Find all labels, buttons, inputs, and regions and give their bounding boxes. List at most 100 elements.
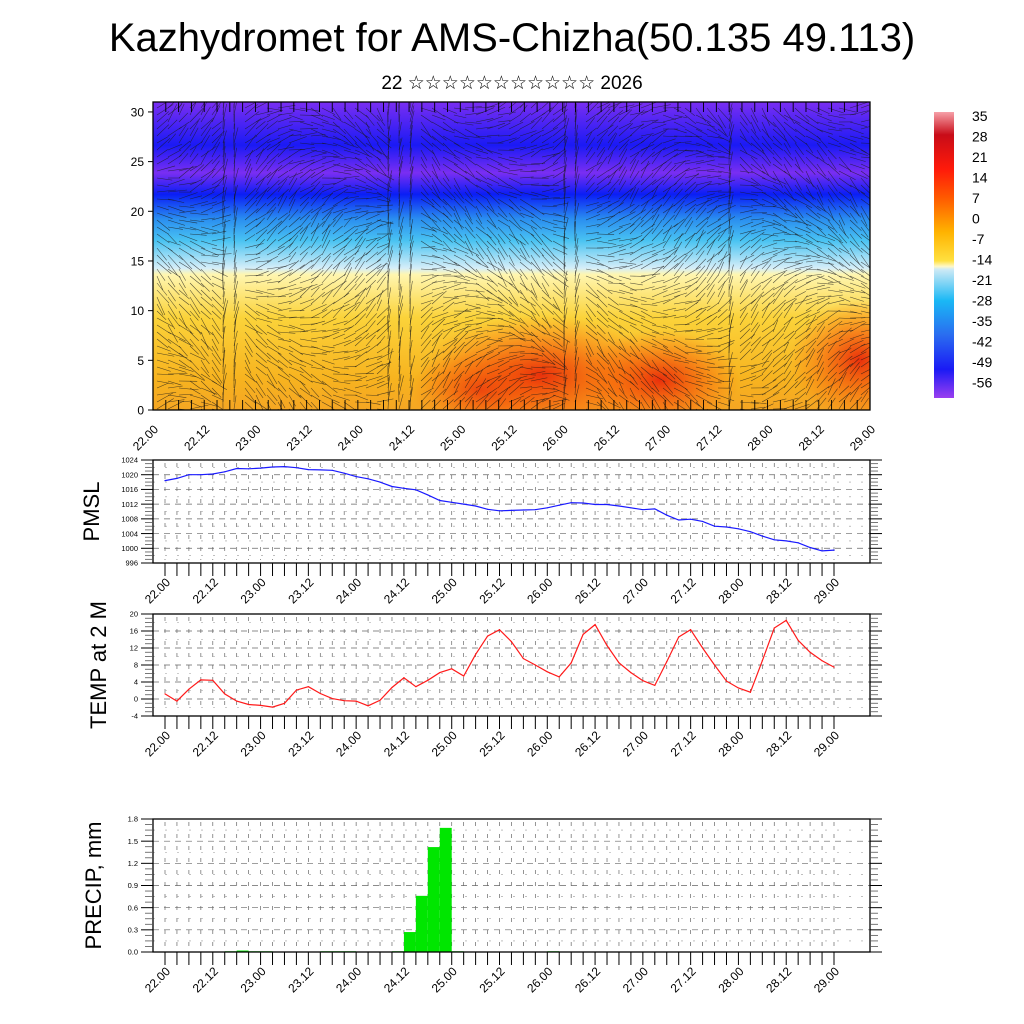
wind-vector xyxy=(585,168,594,179)
wind-vector xyxy=(640,352,652,368)
wind-vector xyxy=(497,377,508,389)
wind-vector xyxy=(442,261,460,267)
wind-vector xyxy=(178,233,198,242)
wind-vector xyxy=(178,393,193,396)
wind-vector xyxy=(585,324,598,336)
wind-vector xyxy=(662,331,675,336)
wind-vector xyxy=(255,148,264,165)
wind-vector xyxy=(299,264,314,277)
wind-vector xyxy=(750,198,763,206)
wind-vector xyxy=(211,206,230,214)
wind-vector xyxy=(486,275,499,287)
wind-vector xyxy=(255,172,272,186)
wind-vector xyxy=(475,353,488,368)
wind-vector xyxy=(475,379,490,389)
wind-vector xyxy=(354,212,369,221)
wind-vector xyxy=(607,408,610,410)
wind-vector xyxy=(343,256,355,270)
wind-vector xyxy=(596,103,611,116)
wind-vector xyxy=(387,347,390,361)
wind-vector xyxy=(541,107,554,123)
wind-vector xyxy=(288,186,301,200)
wind-vector xyxy=(222,187,227,207)
wind-vector xyxy=(365,223,383,235)
wind-vector xyxy=(552,233,570,239)
wind-vector xyxy=(365,380,385,389)
wind-vector xyxy=(156,391,177,396)
wind-vector xyxy=(849,247,860,265)
wind-vector xyxy=(739,229,756,235)
wind-vector xyxy=(684,252,694,263)
wind-vector xyxy=(662,164,677,179)
wind-vector xyxy=(277,255,291,263)
wind-vector xyxy=(321,301,336,312)
page-subtitle: 22 ☆☆☆☆☆☆☆☆☆☆☆ 2026 xyxy=(381,73,643,94)
wind-vector xyxy=(431,350,445,361)
wind-vector xyxy=(497,184,513,189)
wind-vector xyxy=(211,380,228,391)
wind-vector xyxy=(266,107,283,111)
wind-vector xyxy=(519,338,535,342)
wind-vector xyxy=(739,255,748,270)
wind-vector xyxy=(607,303,623,312)
wind-vector xyxy=(684,199,696,207)
wind-vector xyxy=(739,191,759,196)
pmsl-point xyxy=(654,508,656,510)
wind-vector xyxy=(596,303,609,317)
wind-vector xyxy=(354,135,367,147)
wind-vector xyxy=(343,196,359,200)
wind-vector xyxy=(849,362,860,375)
temp-point xyxy=(582,633,584,636)
wind-vector xyxy=(816,247,830,258)
wind-vector xyxy=(695,277,707,291)
wind-vector xyxy=(673,338,688,346)
wind-vector xyxy=(695,332,714,340)
wind-vector xyxy=(420,340,432,354)
wind-vector xyxy=(662,183,677,193)
wind-vector xyxy=(618,109,631,116)
wind-vector xyxy=(805,149,819,159)
wind-vector xyxy=(739,348,752,361)
wind-vector xyxy=(167,198,185,203)
wind-vector xyxy=(475,254,489,268)
wind-vector xyxy=(266,296,287,298)
wind-vector xyxy=(156,102,168,109)
wind-vector xyxy=(761,349,773,361)
wind-vector xyxy=(717,269,730,284)
wind-vector xyxy=(673,121,686,128)
wind-vector xyxy=(816,205,828,214)
wind-vector xyxy=(200,352,210,365)
wind-vector xyxy=(662,214,675,228)
wind-vector xyxy=(475,337,491,347)
wind-vector xyxy=(431,128,447,141)
wind-vector xyxy=(475,369,484,382)
wind-vector xyxy=(552,202,569,207)
wind-vector xyxy=(662,282,681,291)
wind-vector xyxy=(640,207,654,221)
wind-vector xyxy=(431,285,447,291)
wind-vector xyxy=(310,408,313,410)
wind-vector xyxy=(310,168,327,179)
wind-vector xyxy=(211,247,226,252)
wind-vector xyxy=(156,205,169,211)
wind-vector xyxy=(695,175,711,179)
wind-vector xyxy=(486,177,500,184)
wind-vector xyxy=(827,219,838,234)
wind-vector xyxy=(651,408,653,410)
wind-vector xyxy=(233,167,239,186)
wind-vector xyxy=(332,273,346,284)
wind-vector xyxy=(431,305,444,312)
wind-vector xyxy=(464,295,479,298)
wind-vector xyxy=(530,240,544,257)
wind-vector xyxy=(684,151,704,158)
wind-vector xyxy=(244,345,253,358)
wind-vector xyxy=(519,240,530,258)
wind-vector xyxy=(453,397,466,410)
wind-vector xyxy=(563,157,568,172)
wind-vector xyxy=(222,167,226,186)
wind-vector xyxy=(167,385,183,389)
temp-point xyxy=(200,679,202,681)
wind-vector xyxy=(662,401,669,410)
wind-vector xyxy=(695,193,715,200)
wind-vector xyxy=(365,135,374,151)
